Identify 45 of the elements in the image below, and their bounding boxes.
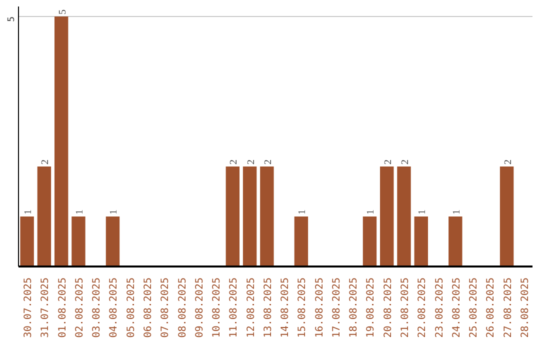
x-tick-label: 01.08.2025 bbox=[57, 277, 68, 338]
x-tick-label: 27.08.2025 bbox=[502, 277, 514, 338]
x-tick-label: 18.08.2025 bbox=[348, 277, 360, 338]
data-label: 1 bbox=[366, 210, 377, 214]
data-label: 2 bbox=[502, 160, 514, 164]
x-tick-label: 15.08.2025 bbox=[297, 277, 308, 338]
data-label: 2 bbox=[246, 160, 257, 164]
x-tick-label: 04.08.2025 bbox=[108, 277, 120, 338]
x-tick-label: 13.08.2025 bbox=[262, 277, 274, 338]
x-tick-label: 11.08.2025 bbox=[228, 277, 240, 338]
data-label: 2 bbox=[382, 160, 394, 164]
data-label: 1 bbox=[297, 210, 308, 214]
x-tick-label: 20.08.2025 bbox=[382, 277, 394, 338]
x-tick-label: 24.08.2025 bbox=[451, 277, 462, 338]
x-tick-label: 12.08.2025 bbox=[246, 277, 257, 338]
data-label: 1 bbox=[417, 210, 428, 214]
data-label: 2 bbox=[400, 160, 411, 164]
x-tick-label: 06.08.2025 bbox=[143, 277, 154, 338]
data-label: 1 bbox=[108, 210, 120, 214]
data-label: 1 bbox=[451, 210, 462, 214]
x-tick-label: 03.08.2025 bbox=[92, 277, 103, 338]
data-label: 2 bbox=[40, 160, 52, 164]
x-tick-label: 28.08.2025 bbox=[520, 277, 531, 338]
data-label: 1 bbox=[23, 210, 34, 214]
x-tick-label: 14.08.2025 bbox=[280, 277, 292, 338]
x-tick-label: 22.08.2025 bbox=[417, 277, 428, 338]
x-tick-label: 08.08.2025 bbox=[177, 277, 188, 338]
x-tick-label: 23.08.2025 bbox=[434, 277, 446, 338]
data-label: 5 bbox=[57, 10, 68, 14]
x-tick-label: 25.08.2025 bbox=[468, 277, 480, 338]
data-label: 2 bbox=[228, 160, 240, 164]
x-tick-label: 30.07.2025 bbox=[23, 277, 34, 338]
x-tick-label: 05.08.2025 bbox=[126, 277, 137, 338]
x-tick-label: 02.08.2025 bbox=[74, 277, 86, 338]
x-tick-label: 17.08.2025 bbox=[331, 277, 342, 338]
x-tick-label: 21.08.2025 bbox=[400, 277, 411, 338]
x-tick-label: 10.08.2025 bbox=[212, 277, 223, 338]
data-label: 2 bbox=[262, 160, 274, 164]
x-tick-label: 09.08.2025 bbox=[194, 277, 206, 338]
x-tick-label: 26.08.2025 bbox=[486, 277, 497, 338]
x-tick-label: 31.07.2025 bbox=[40, 277, 52, 338]
x-tick-label: 07.08.2025 bbox=[160, 277, 172, 338]
x-tick-label: 19.08.2025 bbox=[366, 277, 377, 338]
x-tick-label: 16.08.2025 bbox=[314, 277, 326, 338]
data-label: 1 bbox=[74, 210, 86, 214]
